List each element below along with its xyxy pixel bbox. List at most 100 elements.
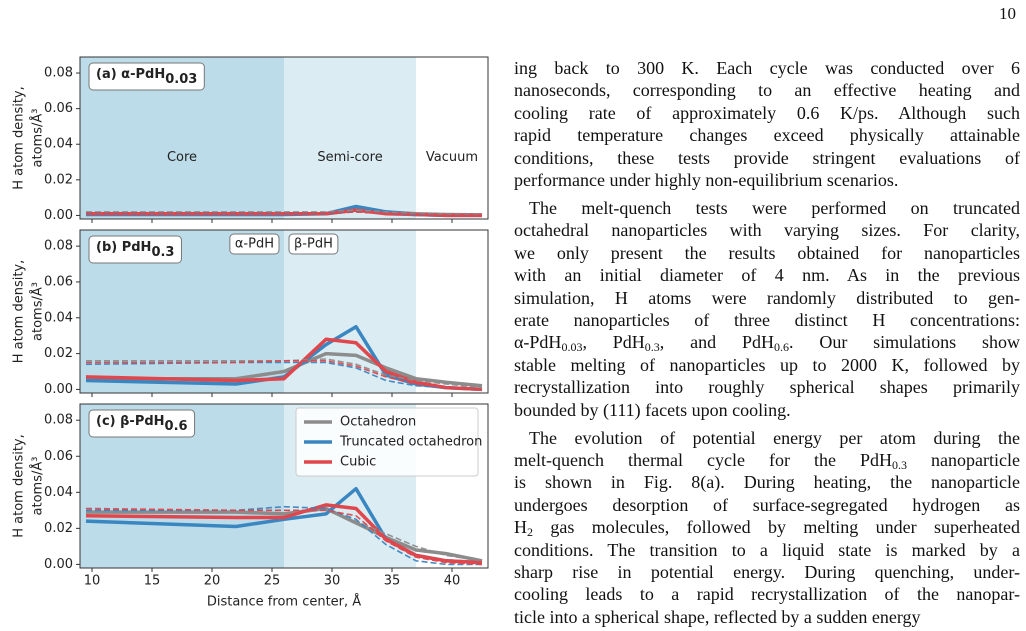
text-line: simulation, H atoms were randomly distri… (514, 287, 1020, 309)
y-tick-label: 0.08 (44, 413, 73, 428)
text-run: The evolution of potential energy per at… (529, 427, 1020, 448)
text-line: stable melting of nanoparticles up to 20… (514, 354, 1020, 376)
dashed-line (86, 209, 483, 216)
y-tick-label: 0.02 (44, 521, 73, 536)
text-run: erate nanoparticles of three distinct H … (514, 310, 1020, 330)
panel-title-sub: 0.03 (165, 72, 197, 87)
panel-title-main: (b) PdH (96, 240, 151, 255)
text-run: , PdH (582, 332, 645, 353)
panel-title-sub: 0.6 (165, 419, 188, 434)
dashed-line (86, 358, 483, 389)
y-axis-label: H atom density, (12, 434, 27, 538)
text-run: , and PdH (659, 332, 774, 353)
text-line: H2 gas molecules, followed by melting un… (514, 516, 1020, 538)
text-line: bounded by (111) facets upon cooling. (514, 399, 1020, 421)
region-label: α-PdH (235, 237, 274, 252)
text-line: octahedral nanoparticles with varying si… (514, 219, 1020, 241)
text-line: α-PdH0.03, PdH0.3, and PdH0.6. Our simul… (514, 331, 1020, 353)
text-run: bounded by (111) facets upon cooling. (514, 399, 791, 420)
text-line: undergoes desorption of surface-segregat… (514, 494, 1020, 516)
region (284, 57, 416, 219)
text-run: undergoes desorption of surface-segregat… (514, 494, 1020, 515)
plot-frame (79, 56, 489, 220)
text-run: gas molecules, followed by melting under… (533, 517, 1020, 538)
x-tick-label: 10 (84, 574, 101, 589)
region-label-box (288, 233, 339, 255)
text-run: octahedral nanoparticles with varying si… (514, 220, 1020, 241)
text-run: recrystallization into roughly spherical… (514, 377, 1020, 398)
panel-title-box (88, 409, 196, 438)
text-run: . Our simulations show (788, 332, 1020, 353)
y-tick-label: 0.00 (44, 557, 73, 572)
region (416, 57, 488, 219)
plot-frame (79, 403, 489, 569)
region-label: Vacuum (426, 150, 478, 165)
y-tick-label: 0.02 (44, 172, 73, 187)
y-axis-label: H atom density, (12, 260, 27, 364)
x-tick-label: 25 (264, 574, 281, 589)
y-axis-label: atoms/Å³ (30, 109, 46, 168)
text-line: nanoseconds, corresponding to an effecti… (514, 79, 1020, 101)
text-run: is shown in Fig. 8(a). During heating, t… (514, 472, 1020, 493)
panel: Core Semi-core Vacuum 0.00 0.02 0.04 0.06 0.08 H… (12, 56, 489, 223)
text-run: conditions. The transition to a liquid s… (514, 539, 1020, 560)
y-axis-label: atoms/Å³ (30, 457, 46, 516)
x-tick-label: 40 (444, 574, 461, 589)
y-tick-label: 0.00 (44, 382, 73, 397)
text-line: erate nanoparticles of three distinct H … (514, 309, 1020, 331)
subscript: 2 (527, 525, 533, 539)
subscript: 0.03 (561, 340, 583, 354)
text-line: recrystallization into roughly spherical… (514, 376, 1020, 398)
text-line: The evolution of potential energy per at… (514, 427, 1020, 449)
text-line: sharp rise in potential energy. During q… (514, 561, 1020, 583)
text-run: stable melting of nanoparticles up to 20… (514, 354, 1020, 375)
dashed-line (86, 211, 482, 217)
x-tick-label: 35 (384, 574, 401, 589)
subscript: 0.6 (773, 340, 789, 354)
text-run: ticle into a spherical shape, reflected … (514, 606, 921, 627)
panel: 0.00 0.02 0.04 0.06 0.08 10 15 20 25 30 35 40 Distan… (12, 403, 489, 610)
text-run: conditions, these tests provide stringen… (514, 147, 1020, 168)
text-run: cooling rate of approximately 0.6 K/ps. … (514, 102, 1020, 123)
y-tick-label: 0.00 (44, 208, 73, 223)
region-label: Core (167, 150, 197, 165)
y-axis-label: atoms/Å³ (30, 282, 46, 341)
text-run: H (514, 517, 527, 538)
text-run: The melt-quench tests were performed on … (529, 198, 1020, 218)
text-run: α-PdH (514, 332, 562, 353)
x-tick-label: 20 (204, 574, 221, 589)
y-tick-label: 0.06 (44, 274, 73, 289)
legend-label: Cubic (340, 455, 376, 470)
text-run: performance under highly non-equilibrium… (514, 170, 899, 190)
figure: Core Semi-core Vacuum 0.00 0.02 0.04 0.06 0.08 H… (12, 56, 489, 610)
y-axis-label: H atom density, (12, 86, 27, 190)
panel-title-main: (c) β-PdH (96, 414, 165, 429)
y-tick-label: 0.08 (44, 66, 73, 81)
panel-title-sub: 0.3 (151, 245, 174, 260)
text-run: simulation, H atoms were randomly distri… (514, 287, 1020, 308)
text-run: ing back to 300 K. Each cycle was conduc… (514, 58, 1020, 78)
text-line: rapid temperature changes exceed physica… (514, 124, 1020, 146)
y-tick-label: 0.04 (44, 137, 73, 152)
panel-title-box (88, 62, 205, 91)
subscript: 0.3 (644, 340, 660, 354)
line (85, 503, 483, 565)
region-label-box (229, 233, 280, 255)
x-tick-label: 15 (144, 574, 161, 589)
panel: α-PdH β-PdH 0.00 0.02 0.04 0.06 0.08 H atom den… (12, 229, 489, 397)
text-run: rapid temperature changes exceed physica… (514, 125, 1020, 146)
text-run: we only present the results obtained for… (514, 242, 1020, 263)
text-line: The melt-quench tests were performed on … (514, 197, 1020, 219)
panel-title: (a) α-PdH0.03 (96, 67, 197, 87)
dashed-line (85, 507, 483, 566)
text-line: with an initial diameter of 4 nm. As in … (514, 264, 1020, 286)
panel-title: (c) β-PdH0.6 (96, 414, 188, 434)
text-line: cooling leads to a rapid recrystallizati… (514, 583, 1020, 605)
text-line: melt-quench thermal cycle for the PdH0.3… (514, 449, 1020, 471)
legend-label: Octahedron (340, 415, 416, 430)
text-run: sharp rise in potential energy. During q… (514, 562, 1020, 582)
y-tick-label: 0.02 (44, 346, 73, 361)
text-run: nanoseconds, corresponding to an effecti… (514, 80, 1020, 101)
legend-box (295, 407, 479, 477)
line (86, 506, 483, 563)
